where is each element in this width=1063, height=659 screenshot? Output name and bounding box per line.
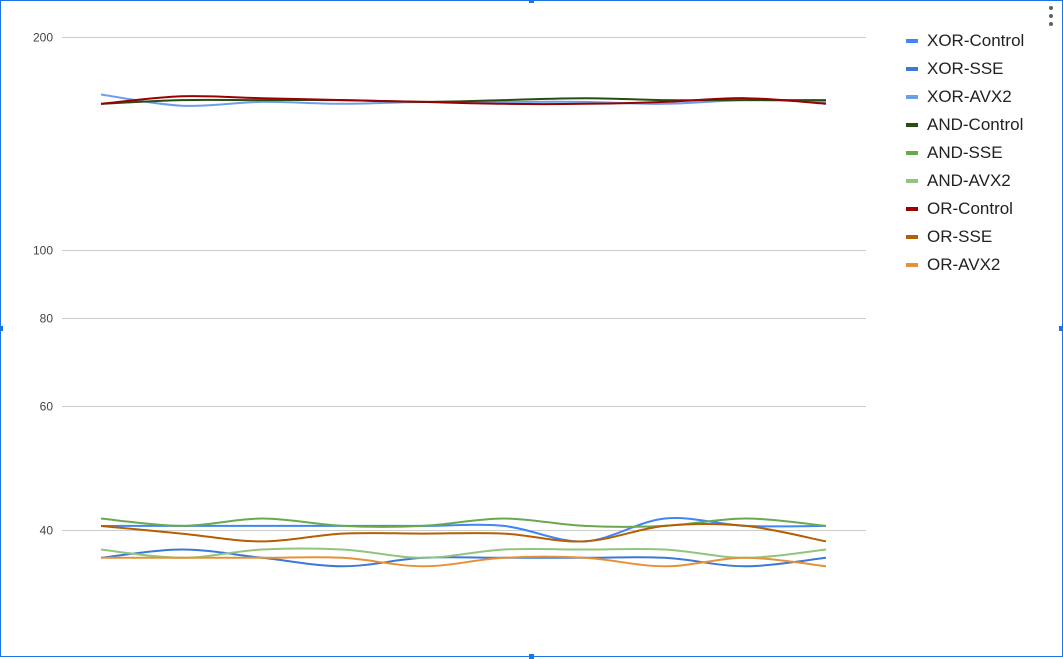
legend-label: XOR-AVX2 [927, 87, 1012, 106]
series-line-or-control [100, 95, 827, 106]
resize-handle-left[interactable] [0, 326, 3, 331]
series-line-and-avx2 [100, 547, 827, 559]
y-axis-tick-labels: 40 60 80 100 200 [33, 31, 53, 538]
legend-item-xor-avx2[interactable]: XOR-AVX2 [906, 83, 1024, 111]
y-tick-label: 60 [40, 400, 54, 414]
gridlines [62, 37, 866, 531]
legend-label: XOR-Control [927, 31, 1025, 50]
resize-handle-top[interactable] [529, 0, 534, 3]
legend-item-xor-control[interactable]: XOR-Control [906, 27, 1024, 55]
legend-label: AND-AVX2 [927, 171, 1011, 190]
legend-label: OR-Control [927, 199, 1013, 218]
y-tick-label: 80 [40, 312, 54, 326]
legend-swatch [906, 39, 918, 43]
series-line-xor-sse [100, 548, 827, 568]
legend-label: OR-AVX2 [927, 255, 1001, 274]
legend-swatch [906, 123, 918, 127]
legend-item-or-sse[interactable]: OR-SSE [906, 223, 1024, 251]
resize-handle-right[interactable] [1059, 326, 1063, 331]
legend-label: AND-Control [927, 115, 1024, 134]
legend-label: OR-SSE [927, 227, 993, 246]
legend-item-and-sse[interactable]: AND-SSE [906, 139, 1024, 167]
chart-legend: XOR-Control XOR-SSE XOR-AVX2 AND-Control AND… [906, 27, 1024, 279]
legend-swatch [906, 179, 918, 183]
series-line-and-sse [100, 517, 827, 528]
legend-swatch [906, 67, 918, 71]
legend-swatch [906, 235, 918, 239]
legend-swatch [906, 207, 918, 211]
y-tick-label: 100 [33, 244, 53, 258]
legend-item-or-avx2[interactable]: OR-AVX2 [906, 251, 1024, 279]
legend-item-or-control[interactable]: OR-Control [906, 195, 1024, 223]
series-lines [100, 93, 827, 568]
legend-swatch [906, 263, 918, 267]
y-tick-label: 200 [33, 31, 53, 45]
series-line-or-sse [100, 523, 827, 543]
legend-item-and-avx2[interactable]: AND-AVX2 [906, 167, 1024, 195]
legend-item-xor-sse[interactable]: XOR-SSE [906, 55, 1024, 83]
more-options-icon[interactable] [1047, 6, 1055, 26]
legend-swatch [906, 95, 918, 99]
legend-label: AND-SSE [927, 143, 1003, 162]
legend-swatch [906, 151, 918, 155]
legend-label: XOR-SSE [927, 59, 1004, 78]
series-line-or-avx2 [100, 555, 827, 568]
y-tick-label: 40 [40, 524, 54, 538]
legend-item-and-control[interactable]: AND-Control [906, 111, 1024, 139]
